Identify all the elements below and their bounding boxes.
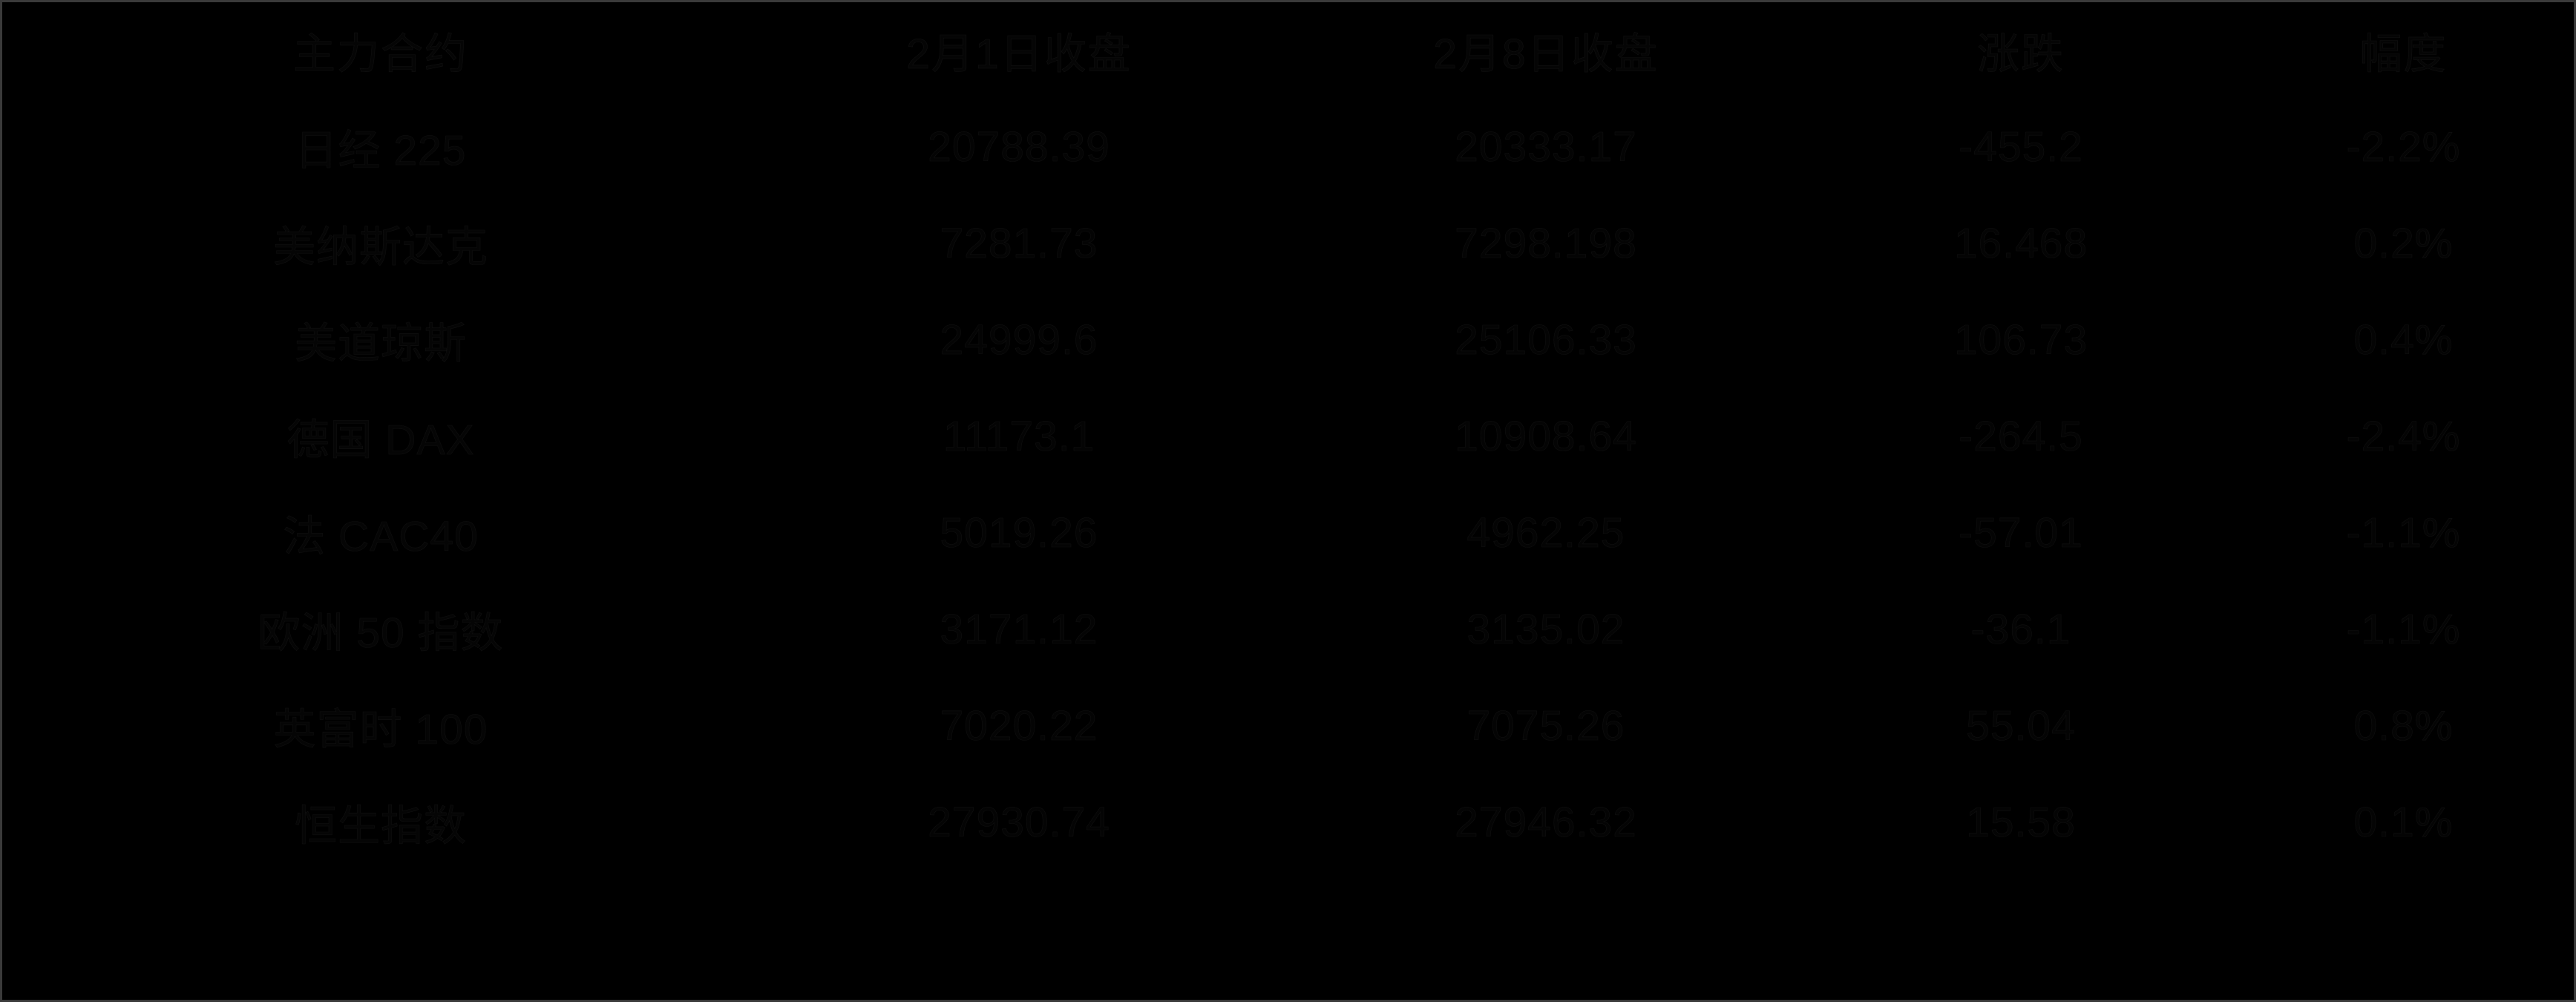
cell-change: 15.58: [1966, 799, 2076, 847]
cell-contract-name: 美道琼斯: [295, 320, 467, 368]
table-row: 美道琼斯 24999.6 25106.33 106.73 0.4%: [2, 292, 2576, 388]
cell-percent: 0.1%: [2353, 799, 2454, 847]
cell-feb8-close: 7298.198: [1455, 220, 1637, 268]
cell-feb8-close: 3135.02: [1466, 606, 1625, 654]
table-row: 法 CAC40 5019.26 4962.25 -57.01 -1.1%: [2, 485, 2576, 581]
cell-percent: -1.1%: [2346, 509, 2461, 557]
cell-change: -36.1: [1970, 606, 2071, 654]
cell-contract-name: 英富时 100: [273, 706, 488, 754]
cell-feb1-close: 3171.12: [940, 606, 1098, 654]
table-row: 德国 DAX 11173.1 10908.64 -264.5 -2.4%: [2, 388, 2576, 485]
cell-contract-name: 日经 225: [295, 127, 467, 175]
cell-percent: -2.4%: [2346, 413, 2461, 461]
table-header: 主力合约 2月1日收盘 2月8日收盘 涨跌 幅度: [2, 2, 2576, 99]
index-quote-table: 主力合约 2月1日收盘 2月8日收盘 涨跌 幅度 日经 225 20788.39…: [2, 2, 2576, 960]
cell-feb1-close: 20788.39: [928, 123, 1110, 171]
cell-feb1-close: 7020.22: [940, 702, 1098, 750]
cell-contract-name: 欧洲 50 指数: [258, 609, 504, 658]
cell-feb8-close: 4962.25: [1466, 509, 1625, 557]
spacer-cell: [2229, 871, 2576, 960]
cell-feb8-close: 20333.17: [1455, 123, 1637, 171]
column-header-feb1-close: 2月1日收盘: [906, 30, 1132, 79]
column-header-contract: 主力合约: [293, 30, 468, 79]
cell-feb1-close: 5019.26: [940, 509, 1098, 557]
cell-contract-name: 美纳斯达克: [273, 223, 488, 272]
cell-feb8-close: 10908.64: [1455, 413, 1637, 461]
cell-change: -264.5: [1959, 413, 2083, 461]
cell-percent: -2.2%: [2346, 123, 2461, 171]
cell-percent: 0.4%: [2353, 316, 2454, 364]
cell-feb1-close: 11173.1: [943, 413, 1095, 461]
cell-change: 55.04: [1966, 702, 2076, 750]
cell-percent: 0.8%: [2353, 702, 2454, 750]
cell-feb8-close: 7075.26: [1466, 702, 1625, 750]
table-row: 美纳斯达克 7281.73 7298.198 16.468 0.2%: [2, 195, 2576, 292]
cell-percent: 0.2%: [2353, 220, 2454, 268]
column-header-percent: 幅度: [2359, 30, 2448, 79]
cell-feb8-close: 25106.33: [1455, 316, 1637, 364]
table-row: 欧洲 50 指数 3171.12 3135.02 -36.1 -1.1%: [2, 581, 2576, 678]
column-header-feb8-close: 2月8日收盘: [1433, 30, 1659, 79]
table-row: 恒生指数 27930.74 27946.32 15.58 0.1%: [2, 774, 2576, 871]
spacer-cell: [1279, 871, 1813, 960]
table-body: 日经 225 20788.39 20333.17 -455.2 -2.2% 美纳…: [2, 99, 2576, 960]
table-header-row: 主力合约 2月1日收盘 2月8日收盘 涨跌 幅度: [2, 2, 2576, 99]
cell-contract-name: 恒生指数: [295, 802, 467, 851]
spacer-cell: [2, 871, 759, 960]
spacer-cell: [1813, 871, 2229, 960]
cell-change: 16.468: [1953, 220, 2088, 268]
cell-feb1-close: 7281.73: [940, 220, 1098, 268]
table-row: 日经 225 20788.39 20333.17 -455.2 -2.2%: [2, 99, 2576, 195]
cell-change: -57.01: [1959, 509, 2083, 557]
table-row: 英富时 100 7020.22 7075.26 55.04 0.8%: [2, 678, 2576, 774]
cell-feb1-close: 24999.6: [940, 316, 1098, 364]
column-header-change: 涨跌: [1977, 30, 2065, 79]
cell-feb8-close: 27946.32: [1455, 799, 1637, 847]
cell-percent: -1.1%: [2346, 606, 2461, 654]
cell-change: -455.2: [1959, 123, 2083, 171]
table-trailing-space: [2, 871, 2576, 960]
cell-feb1-close: 27930.74: [928, 799, 1110, 847]
cell-contract-name: 法 CAC40: [283, 513, 479, 561]
cell-change: 106.73: [1953, 316, 2088, 364]
cell-contract-name: 德国 DAX: [286, 416, 475, 465]
spacer-cell: [759, 871, 1279, 960]
